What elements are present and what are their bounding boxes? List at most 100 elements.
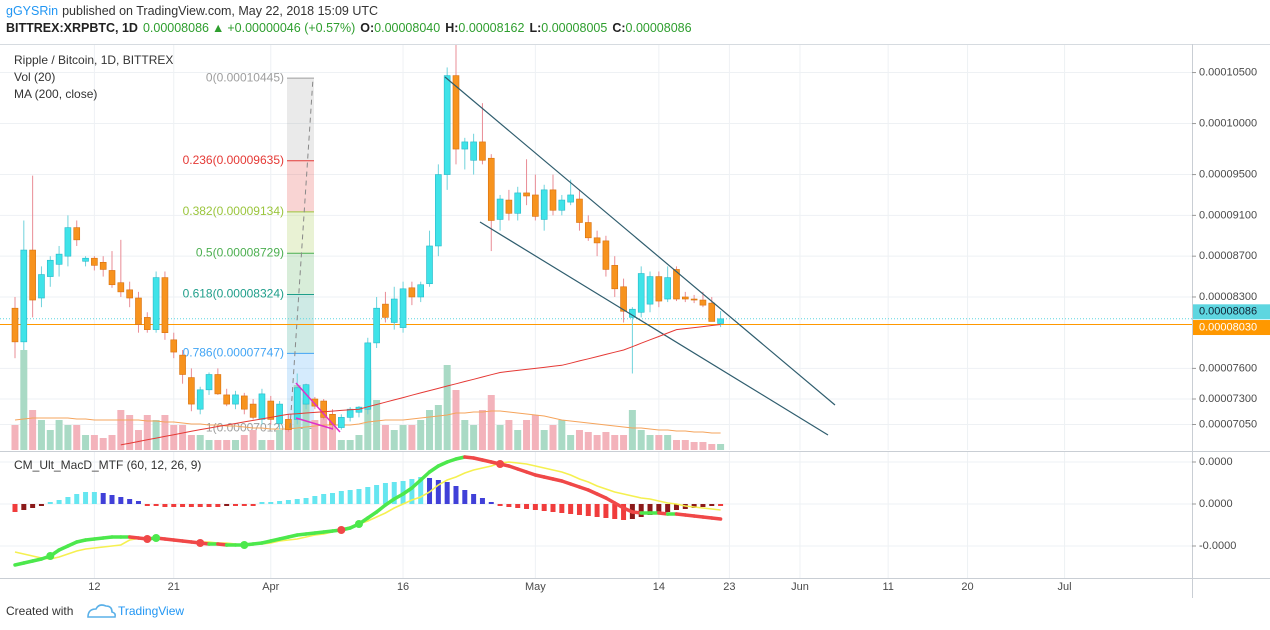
volume-bar xyxy=(37,420,45,450)
macd-histogram xyxy=(109,495,115,504)
x-tick-label: 11 xyxy=(882,581,893,593)
volume-bar xyxy=(161,415,169,450)
candle-body xyxy=(179,354,186,375)
volume-bar xyxy=(646,435,654,450)
volume-bar xyxy=(55,420,63,450)
y-tick-label: 0.0000 xyxy=(1199,456,1233,468)
volume-bar xyxy=(205,440,213,450)
macd-histogram xyxy=(435,480,441,504)
footer-brand[interactable]: TradingView xyxy=(118,604,184,618)
volume-bar xyxy=(108,435,116,450)
volume-bar xyxy=(73,425,81,450)
macd-histogram xyxy=(471,494,477,504)
candle-body xyxy=(73,227,81,241)
macd-cross xyxy=(240,541,249,549)
volume-bar xyxy=(302,400,310,450)
trend-line xyxy=(295,382,341,433)
volume-bar xyxy=(434,405,442,450)
author[interactable]: gGYSRin xyxy=(6,4,58,18)
volume-bar xyxy=(681,440,689,450)
macd-histogram xyxy=(665,504,671,512)
candle-body xyxy=(549,189,557,211)
macd-histogram xyxy=(162,504,168,507)
candle-body xyxy=(196,389,204,410)
legend-series: Ripple / Bitcoin, 1D, BITTREX xyxy=(14,53,173,67)
macd-histogram xyxy=(188,504,194,507)
macd-histogram xyxy=(180,504,186,507)
macd-histogram xyxy=(576,504,582,515)
logo[interactable]: TradingView xyxy=(87,604,184,618)
volume-bar xyxy=(214,440,222,450)
trend-line xyxy=(295,417,334,430)
macd-histogram xyxy=(241,504,247,506)
fib-label: 0.618(0.00008324) xyxy=(183,287,284,301)
volume-bar xyxy=(337,440,345,450)
volume-bar xyxy=(637,430,645,450)
volume-bar xyxy=(672,440,680,450)
candle-body xyxy=(470,141,477,161)
fib-label: 0.5(0.00008729) xyxy=(196,245,284,259)
candle-body xyxy=(558,199,566,211)
volume-bar xyxy=(29,410,37,450)
candle-body xyxy=(690,298,698,301)
ohlc-key: H: xyxy=(445,21,458,35)
volume-bar xyxy=(355,435,363,450)
macd-histogram xyxy=(347,490,353,504)
candle-body xyxy=(584,222,592,239)
candle-body xyxy=(637,273,645,313)
x-tick-label: 16 xyxy=(397,581,409,593)
candle-body xyxy=(91,257,98,266)
candle-body xyxy=(664,277,671,300)
candle-body xyxy=(452,75,460,150)
macd-histogram xyxy=(541,504,547,511)
candle-body xyxy=(29,249,36,301)
volume-bar xyxy=(523,420,531,450)
volume-bar xyxy=(329,425,337,450)
candle-body xyxy=(699,299,707,306)
macd-histogram xyxy=(365,487,371,504)
volume-bar xyxy=(408,425,416,450)
candle-body xyxy=(673,269,680,300)
price-label: 0.00008086 xyxy=(1199,306,1257,318)
volume-bar xyxy=(575,430,583,450)
volume-ma xyxy=(14,410,721,434)
macd-histogram xyxy=(285,500,291,504)
macd-histogram xyxy=(524,504,530,509)
volume-bar xyxy=(381,425,389,450)
grid xyxy=(0,45,1192,578)
macd-histogram xyxy=(532,504,538,510)
fib-band xyxy=(287,211,314,254)
price-label-box xyxy=(1193,304,1270,320)
candle-body xyxy=(567,194,574,203)
candle-body xyxy=(338,417,345,428)
candle-body xyxy=(11,307,19,343)
candle-body xyxy=(620,286,627,312)
candle-body xyxy=(443,75,451,175)
volume-bar xyxy=(699,442,707,450)
candle-body xyxy=(540,189,548,220)
fib-label: 0.382(0.00009134) xyxy=(183,204,284,218)
volume-bar xyxy=(708,444,716,450)
ohlc-value: 0.00008005 xyxy=(541,21,607,35)
macd-cross xyxy=(496,460,505,468)
fib-band xyxy=(287,160,314,212)
volume-bar xyxy=(717,444,725,450)
candle-body xyxy=(487,157,495,221)
volume-bar xyxy=(117,410,125,450)
macd-histogram xyxy=(594,504,600,517)
fib-label: 0.786(0.00007747) xyxy=(183,346,284,360)
volume-bar xyxy=(20,350,28,450)
macd-histogram xyxy=(135,501,141,504)
macd-histogram xyxy=(568,504,574,514)
macd-histogram xyxy=(56,500,62,504)
x-tick-label: Apr xyxy=(262,581,279,593)
volume-bar xyxy=(223,440,231,450)
macd-histogram xyxy=(709,504,715,506)
macd-histogram xyxy=(38,504,44,506)
candle-body xyxy=(576,198,583,223)
macd-histogram xyxy=(65,497,71,504)
candle-body xyxy=(364,342,372,410)
candles xyxy=(0,45,1192,432)
macd-histogram xyxy=(206,504,212,507)
